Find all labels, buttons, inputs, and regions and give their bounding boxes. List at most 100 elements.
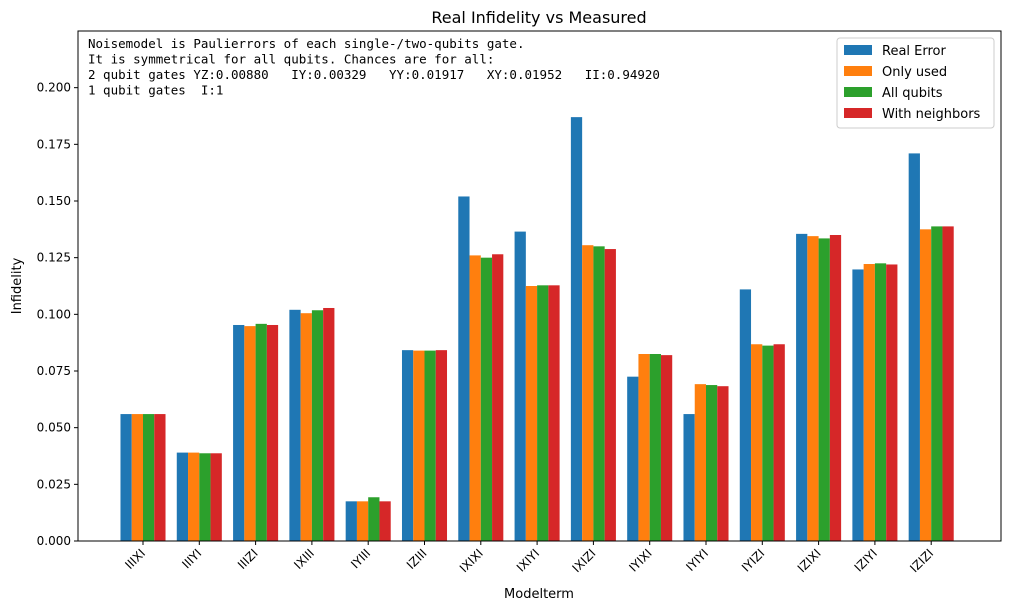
bar-ixiyi-real-error bbox=[514, 231, 526, 541]
bar-ixiyi-with-neighbors bbox=[548, 285, 560, 541]
legend-label: Only used bbox=[882, 65, 947, 80]
x-tick-label: IIIXI bbox=[122, 546, 148, 572]
bar-izizi-with-neighbors bbox=[942, 226, 954, 541]
bar-iiixi-only-used bbox=[131, 414, 143, 541]
y-tick-label: 0.100 bbox=[37, 307, 71, 321]
bar-izixi-real-error bbox=[796, 233, 808, 541]
bar-iyizi-real-error bbox=[739, 289, 752, 541]
bar-iyizi-only-used bbox=[751, 344, 763, 541]
bar-iyizi-with-neighbors bbox=[773, 344, 785, 541]
bar-iziii-with-neighbors bbox=[435, 350, 448, 541]
x-tick-label: IXIYI bbox=[514, 546, 542, 574]
bar-ixiii-all-qubits bbox=[311, 310, 324, 541]
bar-izizi-real-error bbox=[908, 153, 920, 541]
bar-iiiyi-all-qubits bbox=[199, 453, 211, 541]
x-tick-label: IZIZI bbox=[907, 546, 936, 575]
bar-iyiyi-real-error bbox=[683, 414, 695, 541]
bar-izixi-only-used bbox=[807, 236, 819, 541]
bar-ixizi-with-neighbors bbox=[604, 249, 616, 542]
y-tick-label: 0.075 bbox=[37, 364, 71, 378]
legend-box bbox=[836, 37, 995, 129]
bar-iiiyi-only-used bbox=[188, 452, 200, 541]
x-tick-label: IIIZI bbox=[235, 546, 261, 572]
x-tick-label: IIIYI bbox=[179, 546, 204, 571]
bar-iyixi-only-used bbox=[638, 354, 650, 541]
y-tick-label: 0.050 bbox=[37, 421, 71, 435]
bar-izixi-with-neighbors bbox=[829, 235, 842, 541]
x-axis-label: Modelterm bbox=[504, 587, 574, 602]
chart-title: Real Infidelity vs Measured bbox=[431, 8, 646, 27]
bar-ixizi-all-qubits bbox=[593, 246, 605, 541]
bar-iyiii-only-used bbox=[356, 501, 369, 541]
annotation-line: 1 qubit gates I:1 bbox=[88, 83, 223, 98]
bar-iiiyi-with-neighbors bbox=[210, 453, 222, 541]
bar-ixixi-all-qubits bbox=[480, 257, 493, 541]
bar-iyiii-real-error bbox=[345, 501, 357, 541]
y-tick-label: 0.200 bbox=[37, 81, 71, 95]
bar-iyixi-real-error bbox=[627, 376, 639, 541]
legend: Real Error Only used All qubits With neighb… bbox=[836, 37, 995, 129]
bar-ixiii-only-used bbox=[300, 313, 312, 541]
y-tick-label: 0.175 bbox=[37, 137, 71, 151]
bar-iziyi-real-error bbox=[852, 269, 864, 541]
legend-swatch bbox=[844, 66, 872, 76]
bar-iyiii-all-qubits bbox=[368, 497, 380, 541]
bar-iyixi-with-neighbors bbox=[660, 355, 673, 541]
x-tick-label: IZIII bbox=[404, 546, 430, 572]
annotation-line: 2 qubit gates YZ:0.00880 IY:0.00329 YY:0… bbox=[88, 67, 660, 82]
legend-label: Real Error bbox=[882, 44, 947, 59]
bar-iziii-real-error bbox=[401, 350, 414, 541]
bars bbox=[120, 117, 954, 542]
legend-label: With neighbors bbox=[882, 107, 981, 122]
bar-ixiyi-only-used bbox=[525, 286, 538, 541]
x-tick-label: IZIXI bbox=[795, 546, 824, 575]
bar-iyiyi-only-used bbox=[694, 384, 706, 541]
y-tick-label: 0.025 bbox=[37, 477, 71, 491]
bar-iziii-all-qubits bbox=[424, 350, 436, 541]
annotation-line: Noisemodel is Paulierrors of each single… bbox=[88, 36, 525, 51]
bar-iiizi-with-neighbors bbox=[266, 324, 279, 541]
bar-iiizi-only-used bbox=[244, 326, 256, 541]
legend-label: All qubits bbox=[882, 86, 943, 101]
plot-frame bbox=[77, 30, 1002, 542]
x-tick-label: IYIZI bbox=[739, 546, 767, 574]
legend-swatch bbox=[844, 45, 872, 55]
y-tick-label: 0.150 bbox=[37, 194, 71, 208]
y-axis-label: Infidelity bbox=[10, 257, 25, 314]
bar-izizi-only-used bbox=[919, 229, 932, 541]
annotation: Noisemodel is Paulierrors of each single… bbox=[88, 36, 660, 98]
bar-iiizi-real-error bbox=[233, 324, 245, 541]
legend-swatch bbox=[844, 87, 872, 97]
y-axis: 0.000 0.025 0.050 0.075 0.100 0.125 0.150 0.175… bbox=[37, 81, 78, 548]
bar-iiizi-all-qubits bbox=[255, 323, 267, 541]
bar-iyiii-with-neighbors bbox=[379, 501, 391, 541]
legend-swatch bbox=[844, 108, 872, 118]
x-tick-label: IYIYI bbox=[683, 546, 711, 574]
bar-iyixi-all-qubits bbox=[649, 354, 661, 541]
bar-izizi-all-qubits bbox=[931, 226, 943, 541]
x-tick-label: IXIXI bbox=[457, 546, 486, 575]
bar-iziyi-only-used bbox=[863, 264, 875, 541]
x-tick-label: IYIII bbox=[348, 546, 373, 571]
bar-iiiyi-real-error bbox=[176, 452, 189, 541]
bar-iziyi-with-neighbors bbox=[886, 264, 898, 541]
x-tick-label: IYIXI bbox=[626, 546, 654, 574]
bar-ixiii-with-neighbors bbox=[323, 307, 335, 541]
bar-iiixi-all-qubits bbox=[143, 414, 155, 541]
bar-ixixi-real-error bbox=[458, 196, 470, 541]
bar-ixizi-real-error bbox=[570, 117, 583, 541]
bar-iyizi-all-qubits bbox=[762, 345, 774, 541]
bar-iyiyi-all-qubits bbox=[706, 385, 718, 541]
bar-ixizi-only-used bbox=[582, 245, 594, 541]
x-axis: IIIXI IIIYI IIIZI IXIII IYIII IZIII IXIXI IXIYI… bbox=[122, 541, 936, 575]
y-tick-label: 0.000 bbox=[37, 534, 71, 548]
bar-iiixi-real-error bbox=[120, 414, 132, 541]
bar-ixixi-with-neighbors bbox=[492, 254, 504, 541]
x-tick-label: IZIYI bbox=[852, 546, 880, 574]
bar-iiixi-with-neighbors bbox=[154, 414, 166, 541]
bar-ixiyi-all-qubits bbox=[537, 285, 549, 541]
bar-iziyi-all-qubits bbox=[874, 263, 887, 541]
y-tick-label: 0.125 bbox=[37, 251, 71, 265]
x-tick-label: IXIZI bbox=[569, 546, 598, 575]
